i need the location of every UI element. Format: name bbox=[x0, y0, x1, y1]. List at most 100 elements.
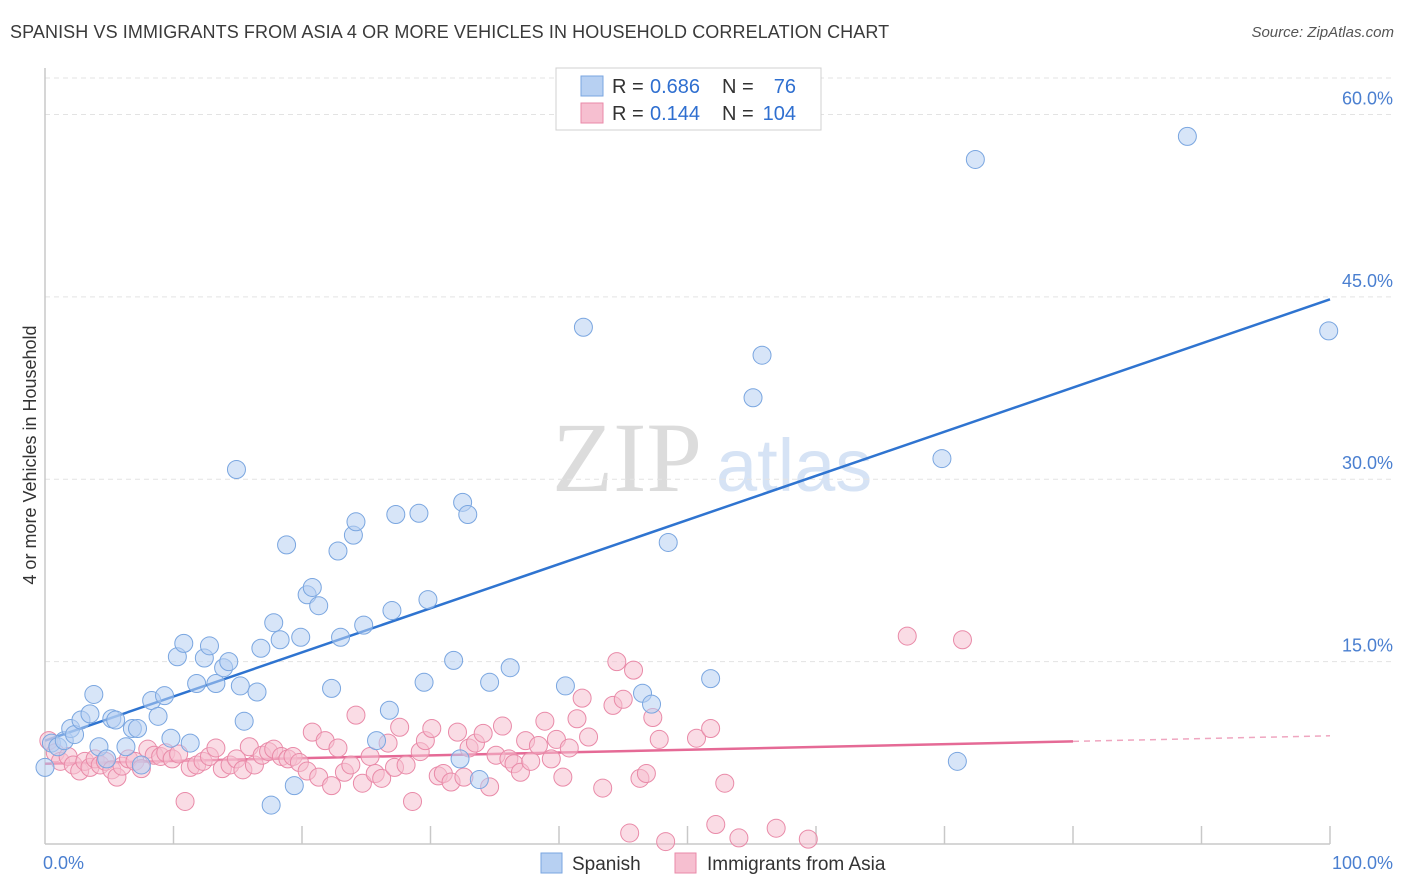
chart-title: SPANISH VS IMMIGRANTS FROM ASIA 4 OR MOR… bbox=[10, 22, 890, 42]
point-spanish-26 bbox=[206, 674, 226, 694]
point-spanish-66 bbox=[658, 532, 678, 552]
point-asia-70 bbox=[473, 723, 493, 743]
point-spanish-17 bbox=[148, 706, 168, 726]
point-spanish-29 bbox=[230, 676, 250, 696]
point-spanish-68 bbox=[743, 388, 763, 408]
legend-swatch-spanish bbox=[580, 75, 604, 97]
point-spanish-46 bbox=[346, 512, 366, 532]
point-spanish-33 bbox=[251, 638, 271, 658]
point-spanish-7 bbox=[84, 684, 104, 704]
point-asia-80 bbox=[535, 711, 555, 731]
point-spanish-71 bbox=[947, 751, 967, 771]
x-tick-label-min: 0.0% bbox=[43, 853, 84, 873]
point-spanish-69 bbox=[752, 345, 772, 365]
point-asia-107 bbox=[952, 630, 972, 650]
point-spanish-41 bbox=[309, 596, 329, 616]
legend-swatch-asia bbox=[580, 102, 604, 124]
legend-n-label-2: N = bbox=[722, 103, 754, 125]
point-asia-57 bbox=[390, 717, 410, 737]
point-spanish-40 bbox=[302, 577, 322, 597]
legend-r-label-2: R = bbox=[612, 103, 644, 125]
point-spanish-54 bbox=[418, 590, 438, 610]
point-spanish-34 bbox=[264, 613, 284, 633]
point-asia-62 bbox=[422, 718, 442, 738]
point-spanish-22 bbox=[180, 733, 200, 753]
legend-r-label-1: R = bbox=[612, 76, 644, 98]
point-spanish-15 bbox=[131, 755, 151, 775]
point-spanish-31 bbox=[226, 460, 246, 480]
point-asia-100 bbox=[701, 718, 721, 738]
point-asia-101 bbox=[706, 815, 726, 835]
point-spanish-50 bbox=[382, 601, 402, 621]
legend-n-value-2: 104 bbox=[763, 103, 796, 125]
point-asia-99 bbox=[686, 728, 706, 748]
point-spanish-28 bbox=[219, 652, 239, 672]
legend-n-label-1: N = bbox=[722, 76, 754, 98]
point-spanish-37 bbox=[284, 776, 304, 796]
point-spanish-18 bbox=[155, 686, 175, 706]
point-spanish-73 bbox=[1177, 126, 1197, 146]
point-spanish-70 bbox=[932, 449, 952, 469]
x-tick-label-max: 100.0% bbox=[1332, 853, 1393, 873]
point-asia-104 bbox=[766, 818, 786, 838]
point-spanish-38 bbox=[291, 627, 311, 647]
point-asia-103 bbox=[729, 828, 749, 848]
point-asia-85 bbox=[567, 709, 587, 729]
point-asia-47 bbox=[328, 738, 348, 758]
trend-line-ext-asia bbox=[1072, 735, 1331, 743]
point-asia-95 bbox=[636, 763, 656, 783]
point-asia-58 bbox=[396, 755, 416, 775]
point-asia-51 bbox=[352, 773, 372, 793]
point-asia-83 bbox=[553, 767, 573, 787]
point-asia-81 bbox=[541, 749, 561, 769]
point-spanish-58 bbox=[458, 504, 478, 524]
point-spanish-11 bbox=[106, 710, 126, 730]
point-asia-97 bbox=[649, 729, 669, 749]
point-spanish-12 bbox=[116, 737, 136, 757]
point-spanish-62 bbox=[555, 676, 575, 696]
point-asia-88 bbox=[593, 778, 613, 798]
point-spanish-60 bbox=[480, 672, 500, 692]
point-asia-73 bbox=[492, 716, 512, 736]
point-spanish-61 bbox=[500, 658, 520, 678]
point-spanish-53 bbox=[414, 672, 434, 692]
data-points bbox=[35, 126, 1339, 852]
point-spanish-74 bbox=[1319, 321, 1339, 341]
point-spanish-6 bbox=[80, 704, 100, 724]
point-asia-79 bbox=[528, 736, 548, 756]
point-asia-23 bbox=[175, 791, 195, 811]
point-asia-46 bbox=[322, 776, 342, 796]
point-spanish-72 bbox=[965, 149, 985, 169]
trend-line-spanish bbox=[44, 298, 1331, 742]
legend-r-value-2: 0.144 bbox=[650, 103, 700, 125]
point-spanish-56 bbox=[450, 749, 470, 769]
point-spanish-51 bbox=[386, 504, 406, 524]
point-spanish-30 bbox=[234, 711, 254, 731]
point-spanish-32 bbox=[247, 682, 267, 702]
y-tick-label-3: 60.0% bbox=[1342, 88, 1393, 108]
point-spanish-52 bbox=[409, 503, 429, 523]
point-asia-86 bbox=[572, 688, 592, 708]
point-asia-98 bbox=[656, 832, 676, 852]
bottom-legend-swatch-spanish bbox=[540, 852, 563, 874]
point-asia-59 bbox=[403, 791, 423, 811]
point-spanish-42 bbox=[322, 678, 342, 698]
point-asia-50 bbox=[346, 705, 366, 725]
legend-r-value-1: 0.686 bbox=[650, 76, 700, 98]
point-asia-106 bbox=[897, 626, 917, 646]
point-asia-90 bbox=[607, 652, 627, 672]
point-asia-49 bbox=[341, 755, 361, 775]
point-spanish-9 bbox=[97, 749, 117, 769]
point-spanish-76 bbox=[35, 757, 55, 777]
point-spanish-25 bbox=[199, 636, 219, 656]
point-asia-84 bbox=[559, 738, 579, 758]
point-asia-52 bbox=[360, 746, 380, 766]
point-spanish-48 bbox=[367, 731, 387, 751]
grid-lines bbox=[45, 77, 1392, 663]
point-spanish-35 bbox=[270, 630, 290, 650]
point-asia-66 bbox=[447, 722, 467, 742]
point-spanish-43 bbox=[328, 541, 348, 561]
bottom-legend-label-asia: Immigrants from Asia bbox=[707, 854, 886, 875]
point-asia-92 bbox=[620, 823, 640, 843]
watermark-zip: ZIP bbox=[552, 402, 702, 513]
